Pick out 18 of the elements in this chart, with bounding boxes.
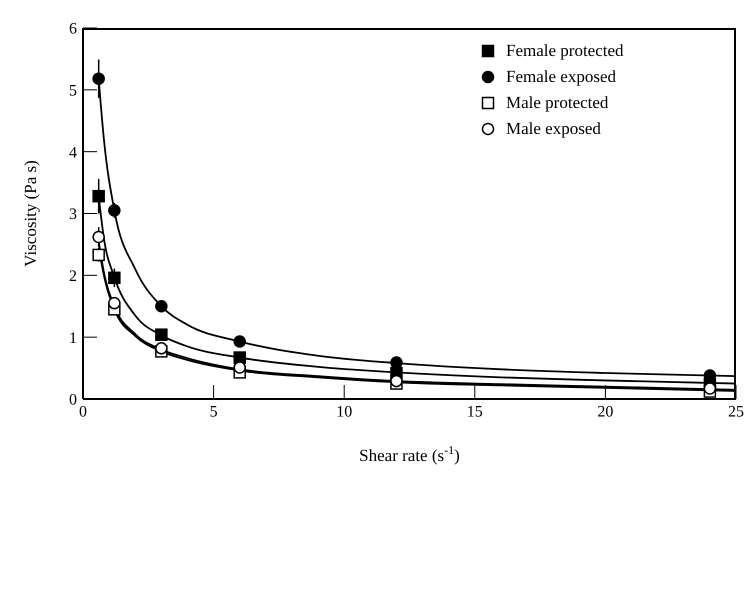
y-tick-label: 6 [69, 20, 77, 38]
y-tick-label: 4 [69, 144, 77, 162]
x-tick-label: 10 [336, 403, 352, 420]
legend-label: Male exposed [506, 119, 601, 139]
x-tick-label: 15 [466, 403, 483, 420]
x-axis-title: Shear rate (s$^{-1}$) [359, 443, 460, 465]
y-axis-title: Viscosity (Pa s) [21, 160, 40, 267]
legend-label: Female exposed [506, 67, 616, 87]
legend-label: Female protected [506, 41, 624, 61]
y-tick-label: 0 [69, 392, 77, 409]
x-tick-label: 5 [210, 403, 218, 420]
x-tick-label: 20 [597, 403, 614, 420]
y-tick-label: 5 [69, 82, 77, 100]
y-tick-label: 1 [69, 330, 77, 347]
y-tick-label: 2 [69, 268, 77, 286]
legend-label: Male protected [506, 93, 608, 113]
x-tick-label: 25 [728, 403, 744, 420]
y-tick-label: 3 [69, 206, 77, 224]
